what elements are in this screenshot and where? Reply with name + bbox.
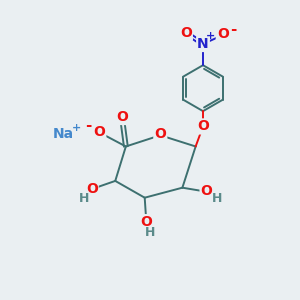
Text: O: O <box>93 125 105 139</box>
Text: H: H <box>145 226 155 239</box>
Text: O: O <box>217 27 229 41</box>
Text: O: O <box>201 184 212 198</box>
Text: -: - <box>85 118 92 133</box>
Text: +: + <box>206 31 215 41</box>
Text: O: O <box>86 182 98 197</box>
Text: -: - <box>230 22 237 37</box>
Text: H: H <box>212 192 222 205</box>
Text: N: N <box>197 37 209 51</box>
Text: O: O <box>154 127 166 140</box>
Text: H: H <box>79 192 89 205</box>
Text: O: O <box>180 26 192 40</box>
Text: O: O <box>116 110 128 124</box>
Text: O: O <box>197 119 209 134</box>
Text: O: O <box>140 215 152 229</box>
Text: +: + <box>72 123 82 133</box>
Text: Na: Na <box>52 127 74 141</box>
